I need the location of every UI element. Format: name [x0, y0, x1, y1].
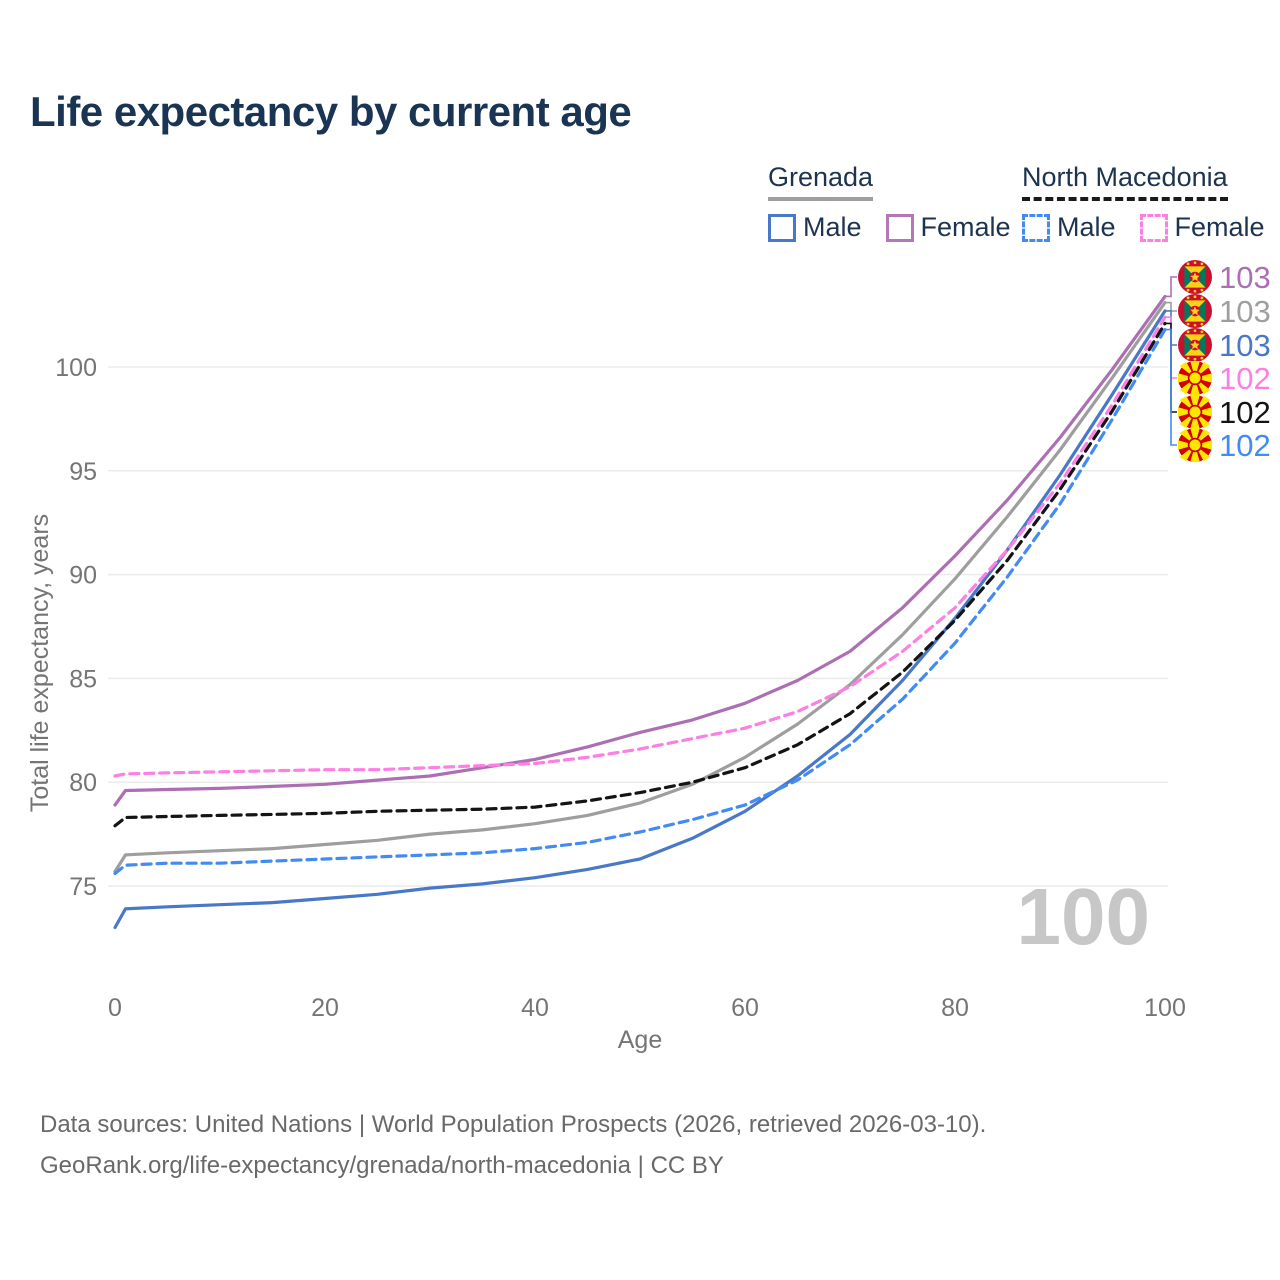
y-tick-label: 95 — [69, 458, 97, 486]
grenada-flag-icon — [1178, 328, 1212, 362]
series-line-grenada-both-sexes-[interactable] — [113, 301, 1167, 874]
y-tick-label: 90 — [69, 562, 97, 590]
grenada-flag-icon — [1178, 294, 1212, 328]
end-label-grenada-total: 103 — [1178, 294, 1271, 328]
end-label-north-macedonia-female: 102 — [1178, 361, 1271, 395]
end-value-label: 103 — [1219, 327, 1271, 363]
series-line-north-macedonia-both-sexes-[interactable] — [113, 321, 1167, 828]
legend-group-grenada: Grenada Male Female — [768, 162, 1035, 243]
x-tick-label: 60 — [731, 994, 759, 1022]
series-line-grenada-female[interactable] — [113, 294, 1167, 807]
end-label-connector — [1166, 276, 1177, 298]
attribution-line: GeoRank.org/life-expectancy/grenada/nort… — [40, 1152, 724, 1179]
end-label-connector — [1166, 301, 1177, 312]
x-tick-label: 100 — [1144, 994, 1186, 1022]
legend-group-north-macedonia: North Macedonia Male Female — [1022, 162, 1280, 243]
legend-swatch-north-macedonia-female[interactable] — [1139, 213, 1168, 242]
end-value-label: 103 — [1219, 259, 1271, 295]
data-source-line: Data sources: United Nations | World Pop… — [40, 1111, 987, 1138]
legend-label-grenada-male[interactable]: Male — [803, 212, 862, 242]
y-tick-label: 100 — [55, 354, 97, 382]
end-value-label: 102 — [1219, 427, 1271, 463]
legend-country-grenada[interactable]: Grenada — [768, 162, 874, 201]
north-macedonia-flag-icon — [1178, 395, 1212, 429]
end-label-north-macedonia-male: 102 — [1178, 428, 1271, 462]
end-value-label: 103 — [1219, 293, 1271, 329]
end-value-label: 102 — [1219, 394, 1271, 430]
x-tick-label: 80 — [941, 994, 969, 1022]
north-macedonia-flag-icon — [1178, 361, 1212, 395]
page-title: Life expectancy by current age — [30, 88, 632, 135]
legend-label-north-macedonia-male[interactable]: Male — [1057, 212, 1116, 242]
series-line-north-macedonia-male[interactable] — [113, 328, 1167, 876]
legend-swatch-north-macedonia-male[interactable] — [1022, 213, 1050, 242]
x-tick-label: 0 — [108, 994, 122, 1022]
series-line-north-macedonia-female[interactable] — [113, 315, 1167, 778]
end-value-label: 102 — [1219, 360, 1271, 396]
legend-country-north-macedonia[interactable]: North Macedonia — [1022, 162, 1228, 201]
x-tick-label: 20 — [311, 994, 339, 1022]
grenada-flag-icon — [1178, 260, 1212, 294]
end-label-grenada-male: 103 — [1178, 328, 1271, 362]
end-label-grenada-female: 103 — [1178, 260, 1271, 294]
y-tick-label: 85 — [69, 665, 97, 693]
x-tick-label: 40 — [521, 994, 549, 1022]
x-axis-title: Age — [618, 1026, 662, 1054]
end-label-north-macedonia-total: 102 — [1178, 395, 1271, 429]
life-expectancy-line-chart: 75 80 85 90 95 100 0 20 40 60 80 100 Age Total life e… — [26, 276, 1186, 1054]
legend-label-north-macedonia-female[interactable]: Female — [1174, 212, 1265, 242]
legend-swatch-grenada-female[interactable] — [885, 213, 914, 242]
footer: Data sources: United Nations | World Pop… — [40, 1104, 986, 1186]
y-tick-label: 80 — [69, 769, 97, 797]
north-macedonia-flag-icon — [1178, 428, 1212, 462]
y-axis-title: Total life expectancy, years — [26, 514, 54, 812]
legend-label-grenada-female[interactable]: Female — [920, 212, 1011, 242]
end-label-connector — [1166, 328, 1177, 446]
age-counter-watermark: 100 — [1017, 872, 1150, 961]
series-line-grenada-male[interactable] — [113, 309, 1167, 930]
y-tick-label: 75 — [69, 873, 97, 901]
legend-swatch-grenada-male[interactable] — [768, 213, 796, 242]
